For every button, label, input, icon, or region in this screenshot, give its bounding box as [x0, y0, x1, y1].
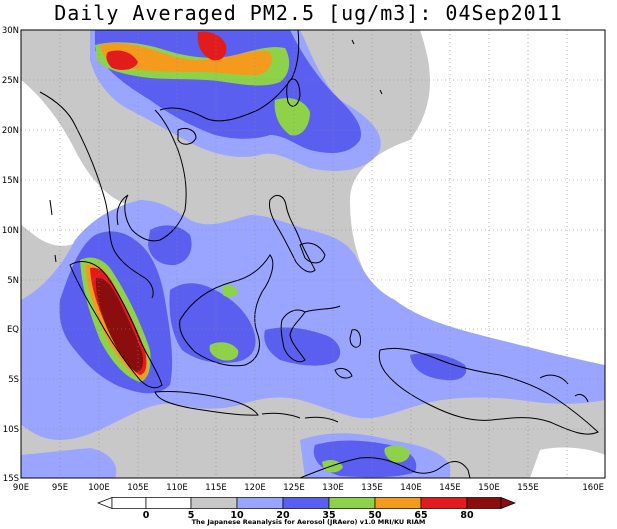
map-frame [20, 29, 606, 479]
colorbar-segment [145, 497, 192, 509]
lat-label: EQ [7, 325, 19, 335]
colorbar-label: 35 [322, 510, 335, 521]
colorbar-segment [500, 496, 516, 510]
colorbar-label: 80 [460, 510, 474, 521]
colorbar-segment [282, 497, 330, 509]
latitude-labels: 30N 25N 20N 15N 10N 5N EQ 5S 10S 15S [2, 26, 19, 484]
lon-label: 155E [517, 483, 539, 493]
pm25-dark-red-region [95, 277, 144, 372]
colorbar-label: 65 [414, 510, 427, 521]
lon-label: 115E [205, 483, 227, 493]
coastlines [39, 30, 599, 478]
colorbar: 5 10 20 35 50 65 80 0 [97, 496, 516, 521]
colorbar-label: 0 [143, 510, 150, 521]
colorbar-segment [97, 496, 113, 510]
lon-label: 90E [13, 483, 29, 493]
lon-label: 100E [88, 483, 110, 493]
lon-label: 160E [582, 483, 604, 493]
colorbar-label: 50 [368, 510, 382, 521]
colorbar-label: 5 [188, 510, 195, 521]
lat-label: 10N [2, 226, 19, 236]
colorbar-label: 10 [230, 510, 244, 521]
graticule [21, 30, 605, 478]
lat-label: 5S [8, 375, 19, 385]
lat-label: 15N [2, 176, 19, 186]
lon-label: 140E [400, 483, 422, 493]
map-title: Daily Averaged PM2.5 [ug/m3]: 04Sep2011 [54, 1, 563, 25]
colorbar-segment [111, 497, 147, 509]
colorbar-segment [236, 497, 284, 509]
colorbar-label: 20 [276, 510, 290, 521]
lat-label: 30N [2, 26, 19, 36]
colorbar-segment [190, 497, 238, 509]
clean-air-regions [21, 30, 605, 478]
credit-line: The Japanese Reanalysis for Aerosol (JRA… [191, 518, 426, 526]
colorbar-segment [466, 497, 502, 509]
longitude-labels: 90E 95E 100E 105E 110E 115E 120E 125E 13… [13, 483, 604, 493]
lon-label: 145E [439, 483, 461, 493]
lon-label: 120E [244, 483, 266, 493]
colorbar-segment [420, 497, 468, 509]
lat-label: 5N [7, 276, 19, 286]
lat-label: 20N [2, 126, 19, 136]
colorbar-segment [328, 497, 376, 509]
lon-label: 105E [127, 483, 149, 493]
lon-label: 150E [478, 483, 500, 493]
lon-label: 110E [166, 483, 188, 493]
lat-label: 10S [3, 425, 19, 435]
lon-label: 95E [52, 483, 68, 493]
lon-label: 130E [322, 483, 344, 493]
lat-label: 15S [3, 474, 19, 484]
lon-label: 125E [283, 483, 305, 493]
lon-label: 135E [361, 483, 383, 493]
colorbar-segment [374, 497, 422, 509]
lat-label: 25N [2, 76, 19, 86]
